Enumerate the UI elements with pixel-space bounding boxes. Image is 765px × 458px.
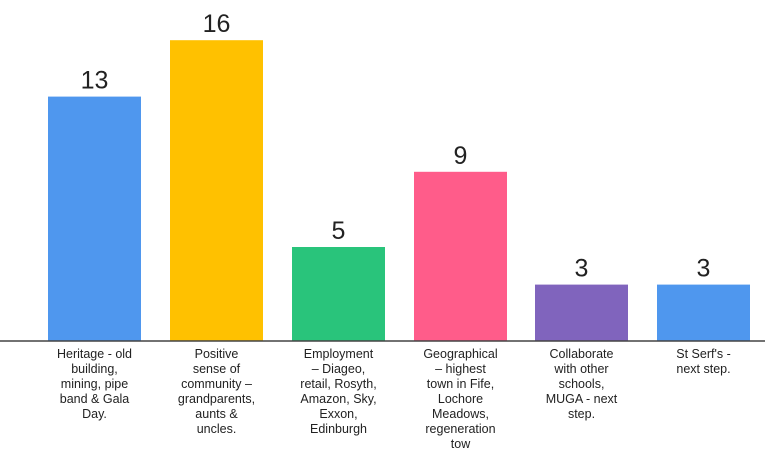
category-label-line: mining, pipe <box>61 377 128 391</box>
category-label-line: next step. <box>676 362 730 376</box>
category-labels-group: Heritage - old building, mining, pipe band … <box>57 347 731 451</box>
category-label-line: step. <box>568 407 595 421</box>
value-label-2: 16 <box>203 10 231 38</box>
bar-3 <box>292 247 385 341</box>
category-label-line: grandparents, <box>178 392 255 406</box>
category-label-line: town in Fife, <box>427 377 494 391</box>
value-label-4: 9 <box>454 142 468 170</box>
value-label-3: 5 <box>332 217 346 245</box>
category-label-line: retail, Rosyth, <box>300 377 376 391</box>
category-label-line: community – <box>181 377 252 391</box>
value-label-1: 13 <box>81 67 109 95</box>
category-label-line: Collaborate <box>550 347 614 361</box>
category-label-3: Employment – Diageo, retail, Rosyth, Amazon… <box>300 347 376 436</box>
category-label-line: MUGA - next <box>546 392 618 406</box>
value-label-6: 3 <box>697 255 711 283</box>
category-label-line: regeneration <box>425 422 495 436</box>
category-label-6: St Serf's -next step. <box>676 347 730 376</box>
bars-group <box>48 40 750 341</box>
category-label-4: Geographical – highest town in Fife, Lochor… <box>423 347 497 451</box>
category-label-line: – Diageo, <box>312 362 366 376</box>
value-labels-group: 13 16 5 9 3 3 <box>81 10 711 282</box>
bar-1 <box>48 96 141 341</box>
category-label-1: Heritage - old building, mining, pipe band … <box>57 347 132 421</box>
category-label-line: sense of <box>193 362 241 376</box>
category-label-line: Exxon, <box>319 407 357 421</box>
category-label-line: St Serf's - <box>676 347 730 361</box>
category-label-line: Amazon, Sky, <box>300 392 376 406</box>
category-label-line: uncles. <box>197 422 237 436</box>
category-label-2: Positive sense of community – grandparents,… <box>178 347 255 436</box>
category-label-line: building, <box>71 362 118 376</box>
bar-6 <box>657 284 750 341</box>
category-label-5: Collaborate with other schools, MUGA - next… <box>546 347 618 421</box>
category-label-line: with other <box>553 362 608 376</box>
category-label-line: Geographical <box>423 347 497 361</box>
category-label-line: schools, <box>559 377 605 391</box>
value-label-5: 3 <box>575 255 589 283</box>
category-label-line: Day. <box>82 407 107 421</box>
bar-4 <box>414 171 507 341</box>
category-label-line: Heritage - old <box>57 347 132 361</box>
category-label-line: Positive <box>195 347 239 361</box>
category-label-line: Edinburgh <box>310 422 367 436</box>
category-label-line: tow <box>451 437 471 451</box>
category-label-line: Lochore <box>438 392 483 406</box>
category-label-line: band & Gala <box>60 392 130 406</box>
category-label-line: aunts & <box>195 407 238 421</box>
category-label-line: Employment <box>304 347 374 361</box>
category-label-line: Meadows, <box>432 407 489 421</box>
bar-2 <box>170 40 263 341</box>
category-label-line: – highest <box>435 362 486 376</box>
bar-5 <box>535 284 628 341</box>
